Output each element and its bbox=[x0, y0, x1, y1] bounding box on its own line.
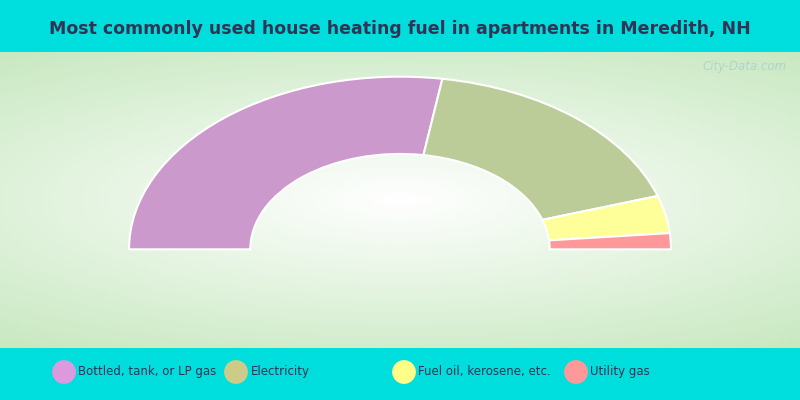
Text: Most commonly used house heating fuel in apartments in Meredith, NH: Most commonly used house heating fuel in… bbox=[49, 20, 751, 38]
Wedge shape bbox=[542, 196, 670, 240]
Wedge shape bbox=[423, 79, 658, 220]
Wedge shape bbox=[549, 233, 671, 249]
Wedge shape bbox=[129, 77, 442, 249]
Ellipse shape bbox=[565, 361, 587, 383]
Text: Electricity: Electricity bbox=[250, 366, 310, 378]
Ellipse shape bbox=[53, 361, 75, 383]
Text: Bottled, tank, or LP gas: Bottled, tank, or LP gas bbox=[78, 366, 217, 378]
Ellipse shape bbox=[225, 361, 247, 383]
Text: Utility gas: Utility gas bbox=[590, 366, 650, 378]
Ellipse shape bbox=[393, 361, 415, 383]
Text: Fuel oil, kerosene, etc.: Fuel oil, kerosene, etc. bbox=[418, 366, 551, 378]
Text: City-Data.com: City-Data.com bbox=[703, 60, 787, 73]
